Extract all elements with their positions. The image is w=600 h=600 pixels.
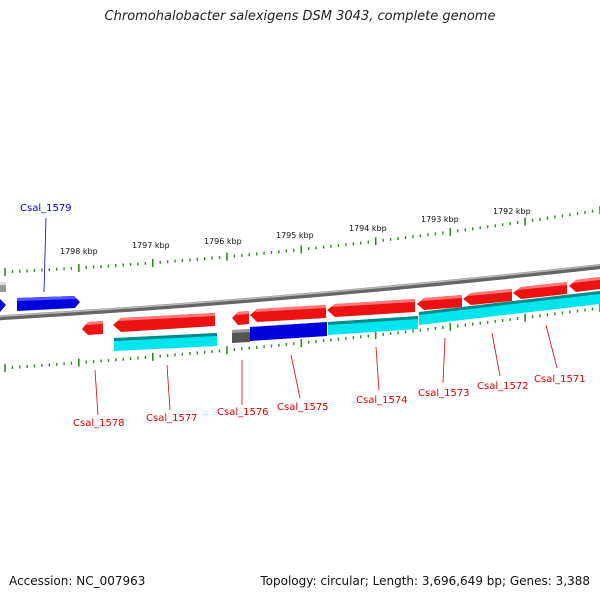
ruler-ticks-top xyxy=(4,206,600,276)
gene-Csal_1572[interactable] xyxy=(463,289,512,305)
gene-blue-Csal_1575[interactable] xyxy=(250,322,327,341)
gene-fragment-left[interactable] xyxy=(0,282,6,312)
label-Csal_1574[interactable]: Csal_1574 xyxy=(356,395,408,406)
gene-cyan-Csal_1577[interactable] xyxy=(114,333,217,351)
ruler-ticks-bottom xyxy=(4,304,600,372)
label-Csal_1575[interactable]: Csal_1575 xyxy=(277,402,329,413)
genome-backbone-highlight xyxy=(0,264,600,317)
accession-text: Accession: NC_007963 xyxy=(9,574,146,588)
gene-Csal_1576[interactable] xyxy=(232,311,249,325)
gene-Csal_1574[interactable] xyxy=(327,299,415,317)
gene-Csal_1575[interactable] xyxy=(250,305,326,322)
gene-labels: Csal_1579 Csal_1578 Csal_1577 Csal_1576 … xyxy=(20,203,586,429)
genome-backbone xyxy=(0,264,600,321)
ruler-label-1798: 1798 kbp xyxy=(60,247,98,256)
gene-Csal_1573[interactable] xyxy=(417,295,462,310)
gene-Csal_1579[interactable] xyxy=(17,296,80,311)
ruler-label-1792: 1792 kbp xyxy=(493,207,531,216)
gene-cyan-Csal_1573[interactable] xyxy=(419,291,600,325)
gene-cyan-Csal_1574[interactable] xyxy=(328,316,418,335)
genome-summary-text: Topology: circular; Length: 3,696,649 bp… xyxy=(260,574,590,588)
ruler-label-1796: 1796 kbp xyxy=(204,237,242,246)
label-Csal_1572[interactable]: Csal_1572 xyxy=(477,381,529,392)
label-Csal_1578[interactable]: Csal_1578 xyxy=(73,418,125,429)
page-title: Chromohalobacter salexigens DSM 3043, co… xyxy=(104,9,496,24)
gene-Csal_1577[interactable] xyxy=(113,313,215,332)
gene-edge-right[interactable] xyxy=(569,277,600,292)
label-Csal_1579[interactable]: Csal_1579 xyxy=(20,203,72,214)
ruler-label-1797: 1797 kbp xyxy=(132,241,170,250)
ruler-labels: 1798 kbp 1797 kbp 1796 kbp 1795 kbp 1794… xyxy=(60,207,531,256)
gene-grey-Csal_1576[interactable] xyxy=(232,329,250,343)
label-connectors xyxy=(43,217,558,416)
label-Csal_1577[interactable]: Csal_1577 xyxy=(146,413,198,424)
ruler-label-1795: 1795 kbp xyxy=(276,231,314,240)
label-Csal_1576[interactable]: Csal_1576 xyxy=(217,407,269,418)
ruler-label-1794: 1794 kbp xyxy=(349,224,387,233)
label-Csal_1571[interactable]: Csal_1571 xyxy=(534,374,586,385)
gene-Csal_1578[interactable] xyxy=(82,321,103,335)
ruler-label-1793: 1793 kbp xyxy=(421,215,459,224)
gene-Csal_1571[interactable] xyxy=(513,282,567,299)
label-Csal_1573[interactable]: Csal_1573 xyxy=(418,388,470,399)
